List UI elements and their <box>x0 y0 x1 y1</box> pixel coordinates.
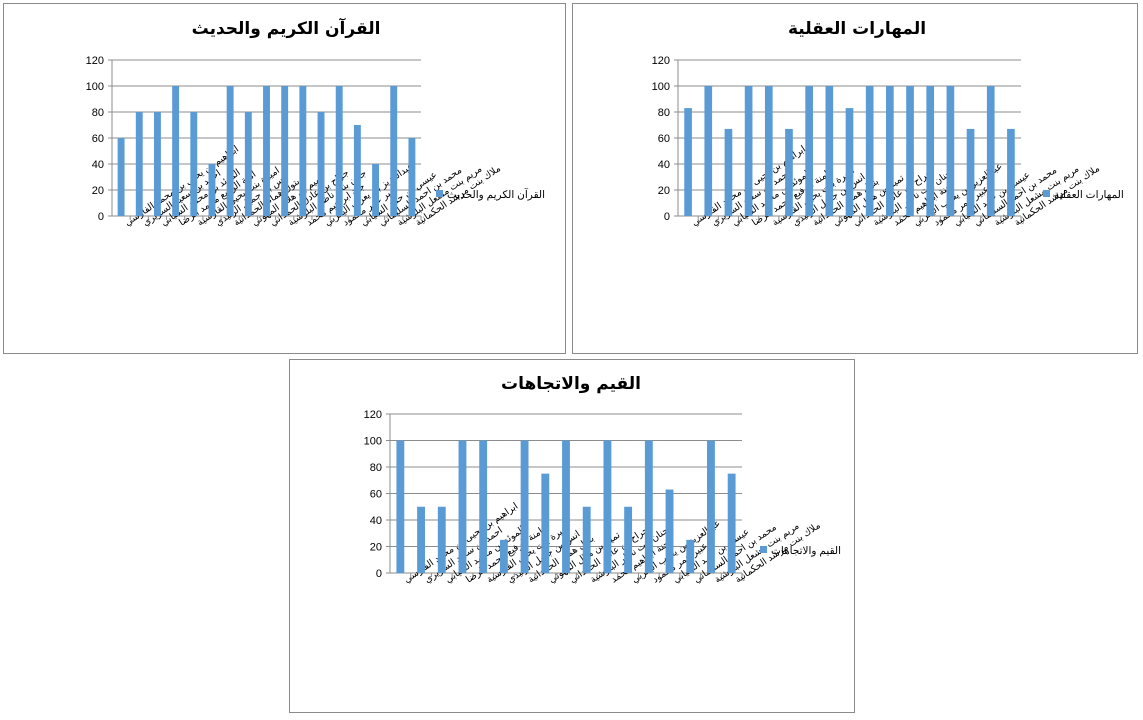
bar <box>764 86 773 216</box>
bar <box>172 86 180 216</box>
bar <box>624 506 633 573</box>
bar <box>317 112 325 216</box>
legend-swatch <box>436 190 443 197</box>
y-tick-label: 60 <box>658 133 670 145</box>
bar <box>744 86 753 216</box>
y-tick-label: 100 <box>652 81 670 93</box>
chart-panel-quran: القرآن الكريم والحديث 0 20 40 60 80 100 120 ابرا… <box>3 3 566 354</box>
y-tick-label: 120 <box>86 55 104 67</box>
bar <box>704 86 713 216</box>
bar <box>906 86 914 216</box>
bar <box>946 86 955 216</box>
y-tick-label: 80 <box>370 462 382 474</box>
y-tick-label: 40 <box>658 159 670 171</box>
bar <box>335 86 343 216</box>
y-tick-label: 100 <box>364 436 382 448</box>
bar <box>825 86 834 216</box>
legend-label: المهارات العقلية <box>1054 189 1124 201</box>
bar <box>499 539 508 573</box>
bar <box>684 108 692 216</box>
bar <box>886 86 894 216</box>
bar <box>281 86 289 216</box>
bar <box>707 440 715 573</box>
chart-title: المهارات العقلية <box>788 19 926 39</box>
y-tick-label: 0 <box>376 568 382 580</box>
y-tick-label: 40 <box>92 159 104 171</box>
bar <box>520 440 529 573</box>
chart-panel-mental-skills: المهارات العقلية 0 20 40 60 80 100 120 ابراهيم ب… <box>572 3 1138 354</box>
bar <box>437 506 446 573</box>
bar <box>603 440 612 573</box>
bar <box>805 86 813 216</box>
bar <box>562 440 570 573</box>
bar <box>417 506 425 573</box>
bar <box>665 489 674 573</box>
bar <box>226 86 234 216</box>
bar <box>135 112 143 216</box>
bar <box>458 440 467 573</box>
y-tick-label: 20 <box>658 185 670 197</box>
y-tick-label: 0 <box>664 211 670 223</box>
bar <box>153 112 161 216</box>
y-tick-label: 120 <box>364 409 382 421</box>
y-tick-label: 20 <box>92 185 104 197</box>
legend-swatch <box>760 546 767 553</box>
chart-quran-svg: القرآن الكريم والحديث020406080100120ابرا… <box>86 17 545 228</box>
y-tick-label: 80 <box>658 107 670 119</box>
chart-title: القرآن الكريم والحديث <box>192 17 381 39</box>
bar <box>372 164 380 216</box>
bar <box>396 440 405 573</box>
bar <box>785 128 793 216</box>
bar <box>727 473 736 573</box>
y-tick-label: 60 <box>370 489 382 501</box>
bar <box>244 112 252 216</box>
legend-swatch <box>1043 190 1050 197</box>
bar <box>263 86 270 216</box>
bar <box>390 86 398 216</box>
bar <box>190 112 198 216</box>
bar <box>582 506 591 573</box>
y-tick-label: 60 <box>92 133 104 145</box>
bar <box>686 539 695 573</box>
y-tick-label: 20 <box>370 542 382 554</box>
bar <box>208 164 216 216</box>
bar <box>353 125 361 216</box>
bar <box>1007 128 1015 216</box>
bar <box>966 128 975 216</box>
bar <box>926 86 935 216</box>
chart-panel-values: القيم والاتجاهات 0 20 40 60 80 100 120 ابراهيم ب… <box>289 359 855 713</box>
y-tick-label: 100 <box>86 81 104 93</box>
legend-label: القيم والاتجاهات <box>771 545 841 557</box>
y-tick-label: 40 <box>370 515 382 527</box>
bar <box>865 86 874 216</box>
chart-title: القيم والاتجاهات <box>501 374 641 394</box>
bar <box>986 86 995 216</box>
bar <box>541 473 550 573</box>
bar <box>845 108 854 216</box>
y-tick-label: 120 <box>652 55 670 67</box>
bar <box>117 138 125 216</box>
bar <box>724 128 733 216</box>
bar <box>299 86 307 216</box>
bar <box>408 138 416 216</box>
y-tick-label: 0 <box>98 211 104 223</box>
bar <box>644 440 653 573</box>
y-tick-label: 80 <box>92 107 104 119</box>
bar <box>479 440 488 573</box>
legend-label: القرآن الكريم والحديث <box>447 188 545 201</box>
